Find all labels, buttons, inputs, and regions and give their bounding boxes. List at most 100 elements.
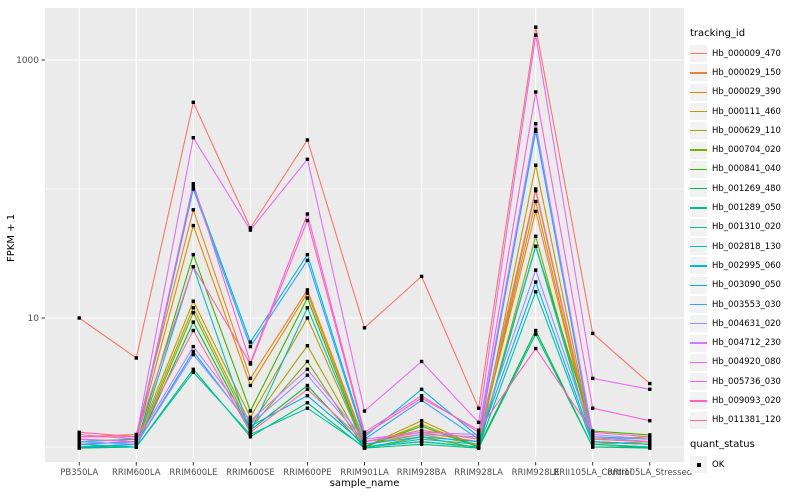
legend-label: Hb_001289_050 — [712, 203, 781, 214]
line-key-icon — [690, 218, 707, 236]
data-point — [591, 437, 595, 441]
data-point — [476, 437, 481, 441]
data-point — [134, 356, 138, 360]
data-point — [362, 435, 367, 439]
legend-label: Hb_004712_230 — [712, 338, 781, 349]
legend-label: Hb_000629_110 — [712, 125, 781, 136]
data-point — [419, 424, 424, 428]
legend-label: Hb_000009_470 — [712, 48, 781, 59]
legend-color-line — [690, 419, 707, 421]
legend-color-line — [690, 323, 707, 325]
data-point — [191, 223, 195, 228]
quant-status-legend: quant_status OK — [690, 439, 798, 474]
data-point — [191, 252, 195, 257]
data-point — [191, 184, 195, 188]
data-point — [305, 306, 310, 310]
line-key-icon — [690, 392, 707, 410]
data-point — [534, 280, 538, 284]
legend-item: Hb_009093_020 — [690, 391, 798, 410]
data-point — [648, 442, 652, 446]
line-key-icon — [690, 141, 707, 159]
data-point — [362, 409, 367, 413]
data-point — [77, 437, 81, 441]
legend-color-line — [690, 110, 707, 113]
data-point — [248, 428, 253, 432]
x-tick-label: RRIM600LE — [169, 468, 217, 478]
data-point — [648, 440, 652, 444]
data-point — [534, 328, 538, 333]
data-point — [77, 430, 81, 434]
legend-color-line — [690, 284, 707, 286]
legend-item: OK — [690, 455, 798, 474]
line-key-icon — [690, 45, 707, 63]
data-point — [591, 376, 595, 381]
legend-color-line — [690, 130, 707, 132]
data-point — [191, 100, 195, 104]
legend-item: Hb_004631_020 — [690, 314, 798, 333]
data-point — [419, 437, 424, 441]
data-point — [191, 344, 195, 349]
data-point — [591, 406, 595, 410]
data-point — [534, 332, 538, 336]
data-point — [305, 383, 310, 388]
line-key-icon — [690, 238, 707, 256]
data-point — [134, 442, 138, 446]
data-point — [248, 424, 253, 428]
quant-status-title: quant_status — [690, 438, 755, 450]
legend-item: Hb_000111_460 — [690, 102, 798, 121]
data-point — [305, 252, 310, 257]
legend-title: tracking_id — [690, 28, 746, 39]
data-point — [534, 187, 538, 191]
data-point — [191, 349, 195, 354]
data-point — [77, 442, 81, 446]
data-point — [419, 428, 424, 432]
point-key-icon — [690, 456, 707, 474]
data-point — [305, 406, 310, 410]
data-point — [191, 208, 195, 212]
data-point — [191, 367, 195, 371]
x-tick-label: PB350LA — [60, 468, 98, 478]
legend-label: Hb_004631_020 — [712, 318, 781, 329]
line-key-icon — [690, 334, 707, 352]
data-point — [534, 290, 538, 294]
legend-label: Hb_003553_030 — [712, 299, 781, 310]
legend-label: Hb_005736_030 — [712, 376, 781, 387]
data-point — [591, 430, 595, 434]
legend-color-line — [690, 265, 707, 267]
line-key-icon — [690, 373, 707, 391]
line-key-icon — [690, 296, 707, 313]
data-point — [191, 311, 195, 315]
data-point — [362, 445, 367, 449]
data-point — [191, 370, 195, 374]
legend-color-line — [690, 342, 707, 344]
data-point — [305, 401, 310, 405]
data-point — [248, 435, 253, 439]
x-tick-label: RRIM600SE — [226, 468, 275, 478]
legend-item: Hb_004920_080 — [690, 353, 798, 372]
legend-item: Hb_000029_390 — [690, 83, 798, 102]
data-point — [534, 268, 538, 272]
line-key-icon — [690, 103, 707, 121]
legend-item: Hb_005736_030 — [690, 372, 798, 391]
x-tick-label: RRIM901LA — [340, 468, 389, 478]
data-point — [476, 428, 481, 432]
data-point — [476, 440, 481, 444]
legend-color-line — [690, 303, 707, 306]
legend-label: Hb_011381_120 — [712, 415, 781, 426]
legend-label: Hb_000029_390 — [712, 87, 781, 98]
data-point — [648, 437, 652, 441]
data-point — [648, 433, 652, 437]
data-point — [248, 376, 253, 381]
data-point — [305, 373, 310, 377]
legend-item: Hb_000029_150 — [690, 63, 798, 82]
legend-color-line — [690, 400, 707, 402]
line-key-icon — [690, 353, 707, 371]
data-point — [305, 296, 310, 300]
line-key-icon — [690, 315, 707, 333]
data-point — [191, 352, 195, 357]
data-point — [648, 419, 652, 423]
line-key-icon — [690, 180, 707, 198]
data-point — [419, 432, 424, 437]
data-point — [305, 316, 310, 320]
data-point — [534, 163, 538, 167]
